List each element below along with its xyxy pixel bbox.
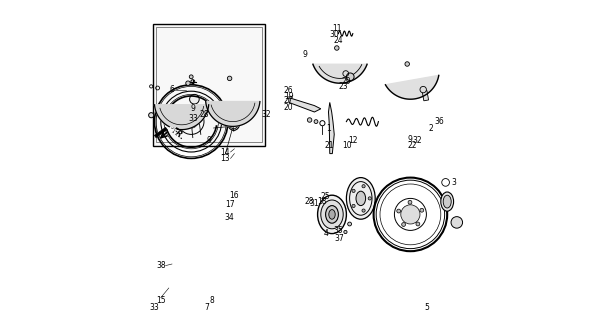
- Text: 26: 26: [284, 86, 294, 95]
- Polygon shape: [155, 105, 209, 130]
- Ellipse shape: [441, 192, 453, 211]
- Polygon shape: [328, 102, 334, 154]
- Text: 14: 14: [220, 148, 230, 156]
- Polygon shape: [289, 98, 321, 112]
- Text: 28: 28: [199, 110, 209, 119]
- Text: FR.: FR.: [170, 126, 187, 141]
- Text: 38: 38: [156, 261, 166, 270]
- Text: 20: 20: [284, 103, 294, 112]
- Circle shape: [451, 217, 463, 228]
- Text: 34: 34: [225, 213, 235, 222]
- Text: 8: 8: [209, 296, 214, 305]
- Circle shape: [416, 222, 420, 226]
- Circle shape: [362, 185, 365, 188]
- Text: 9: 9: [206, 136, 211, 145]
- Text: 12: 12: [348, 136, 357, 145]
- Text: 9: 9: [302, 50, 307, 59]
- Text: 17: 17: [225, 200, 235, 209]
- Text: 35: 35: [333, 226, 343, 235]
- Text: 27: 27: [284, 96, 294, 105]
- Circle shape: [352, 189, 355, 192]
- Bar: [422, 91, 429, 101]
- Text: 24: 24: [334, 36, 343, 44]
- Text: 6: 6: [169, 85, 174, 94]
- Bar: [153, 24, 265, 146]
- Circle shape: [334, 46, 339, 50]
- Circle shape: [314, 120, 318, 124]
- Circle shape: [397, 209, 400, 213]
- Text: 37: 37: [334, 234, 344, 243]
- Circle shape: [408, 200, 412, 204]
- Circle shape: [189, 75, 193, 79]
- Text: 33: 33: [150, 303, 160, 312]
- Text: 25: 25: [320, 192, 330, 201]
- Bar: [156, 27, 262, 142]
- Circle shape: [405, 62, 410, 66]
- Circle shape: [368, 197, 371, 200]
- Text: 13: 13: [220, 154, 230, 163]
- Text: 7: 7: [205, 303, 209, 312]
- Text: 15: 15: [156, 296, 166, 305]
- Ellipse shape: [326, 206, 338, 223]
- Circle shape: [186, 81, 190, 85]
- Text: 5: 5: [424, 303, 429, 312]
- Text: 18: 18: [318, 197, 327, 206]
- Ellipse shape: [227, 113, 240, 131]
- Text: 11: 11: [332, 24, 341, 33]
- Text: 31: 31: [310, 199, 319, 208]
- Circle shape: [401, 205, 420, 224]
- Circle shape: [362, 209, 365, 212]
- Circle shape: [191, 80, 195, 84]
- Circle shape: [307, 118, 312, 122]
- Ellipse shape: [443, 195, 451, 208]
- Circle shape: [227, 76, 232, 81]
- Circle shape: [420, 208, 424, 212]
- Ellipse shape: [321, 200, 343, 229]
- Text: 4: 4: [324, 229, 329, 238]
- Ellipse shape: [346, 178, 375, 219]
- Ellipse shape: [318, 195, 346, 234]
- Ellipse shape: [329, 210, 335, 219]
- Text: 32: 32: [262, 110, 271, 119]
- Circle shape: [185, 115, 198, 128]
- Text: 28: 28: [305, 197, 314, 206]
- Text: 16: 16: [229, 191, 238, 200]
- Circle shape: [402, 223, 405, 227]
- Polygon shape: [313, 64, 367, 83]
- Polygon shape: [386, 76, 439, 99]
- Text: 30: 30: [330, 30, 339, 39]
- Text: 32: 32: [412, 136, 421, 145]
- Circle shape: [346, 73, 354, 81]
- Polygon shape: [206, 101, 260, 126]
- Circle shape: [225, 112, 229, 116]
- Circle shape: [420, 86, 426, 93]
- Text: 2: 2: [429, 124, 434, 132]
- Text: 9
33: 9 33: [188, 104, 198, 123]
- Text: 36: 36: [434, 117, 444, 126]
- Circle shape: [347, 222, 352, 226]
- Text: 10: 10: [342, 141, 352, 150]
- Circle shape: [352, 204, 355, 208]
- Text: FR.: FR.: [166, 125, 180, 137]
- Circle shape: [227, 106, 230, 109]
- Circle shape: [344, 230, 347, 234]
- Circle shape: [190, 94, 199, 104]
- Text: 21: 21: [324, 141, 333, 150]
- Text: 1: 1: [326, 124, 331, 132]
- Text: 19: 19: [284, 92, 294, 100]
- Text: 9: 9: [408, 135, 413, 144]
- Text: 29: 29: [342, 77, 351, 86]
- Text: 23: 23: [338, 82, 348, 91]
- Text: 3: 3: [451, 178, 456, 187]
- Ellipse shape: [356, 191, 366, 206]
- Text: 22: 22: [407, 141, 417, 150]
- Polygon shape: [155, 127, 167, 138]
- Circle shape: [148, 113, 154, 118]
